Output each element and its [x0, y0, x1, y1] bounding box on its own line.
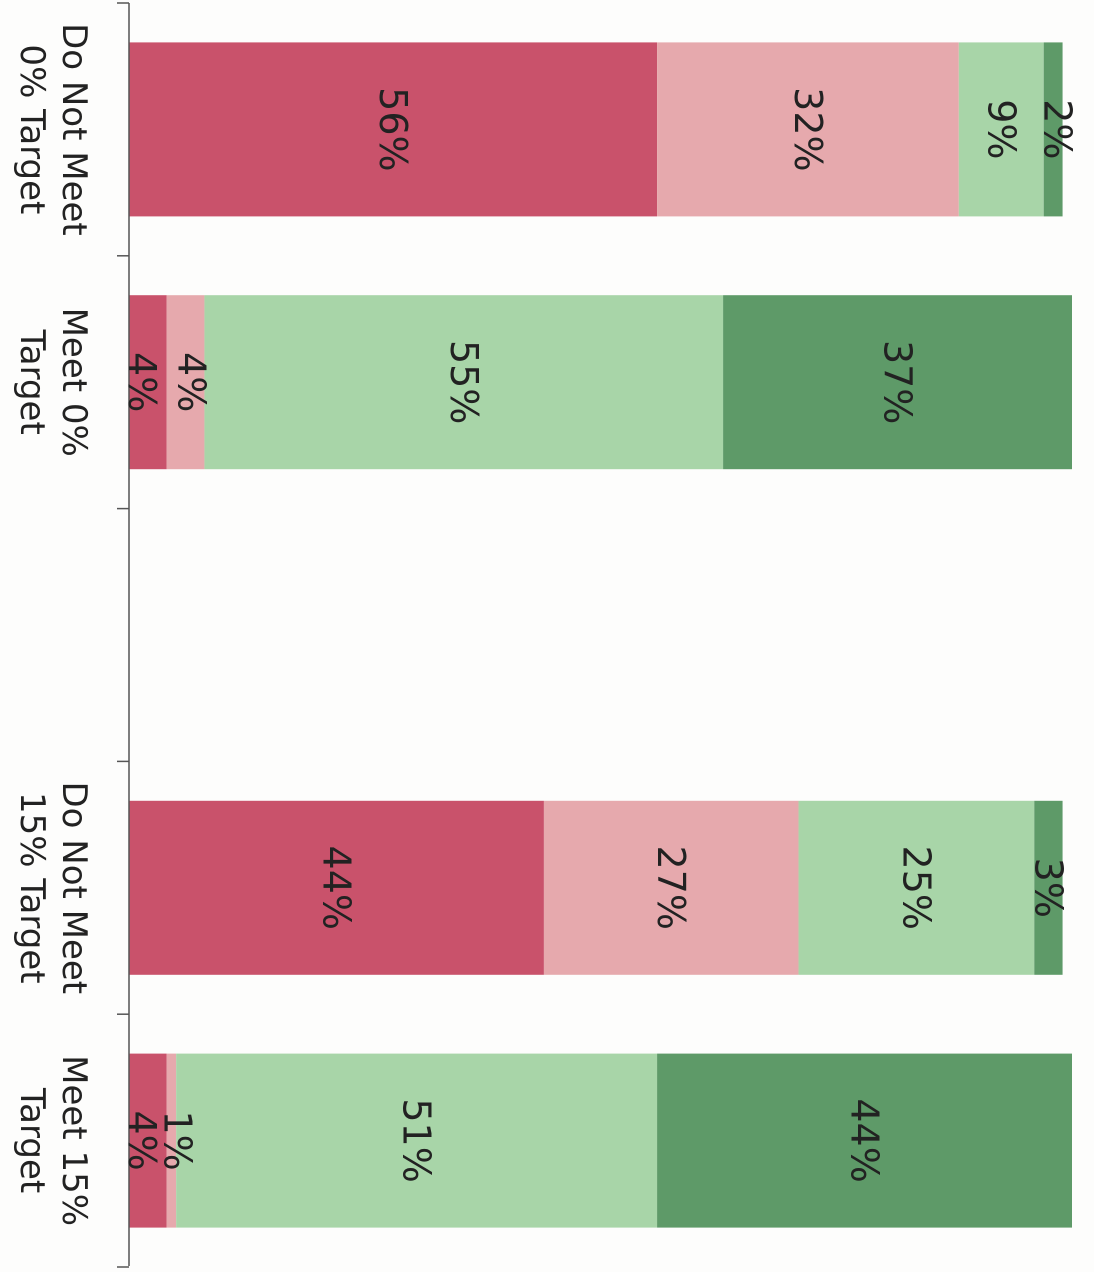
bar-segment — [657, 42, 959, 217]
bar-segment — [1034, 800, 1063, 975]
data-label: 3% — [1026, 858, 1070, 918]
data-label: 44% — [314, 846, 358, 930]
bar-segment — [1043, 42, 1063, 217]
data-label: 56% — [371, 87, 415, 171]
bar-segment — [129, 42, 658, 217]
data-label: 37% — [876, 340, 920, 424]
bar-segment — [176, 1053, 658, 1228]
category-label-line: 0% Target — [12, 44, 52, 214]
data-label: 55% — [442, 340, 486, 424]
category-label-line: Meet 15% — [54, 1055, 94, 1226]
bar-segment — [129, 800, 544, 975]
data-label: 44% — [843, 1098, 887, 1182]
data-label: 4% — [170, 352, 214, 412]
bar-segment — [958, 42, 1044, 217]
category-label: Meet 15%Target — [12, 1055, 94, 1226]
bar-segment — [129, 1053, 167, 1228]
data-label: 32% — [786, 87, 830, 171]
category-label-line: Do Not Meet — [54, 23, 94, 236]
category-label-line: Do Not Meet — [54, 781, 94, 994]
data-label: 9% — [979, 99, 1023, 159]
bar-segment — [166, 295, 205, 470]
bar-segment — [129, 295, 167, 470]
bar-segment — [204, 295, 724, 470]
category-label-line: Meet 0% — [54, 308, 94, 457]
data-label: 4% — [120, 1110, 164, 1170]
data-label: 2% — [1036, 99, 1080, 159]
data-label: 4% — [120, 352, 164, 412]
bar-segment — [166, 1053, 177, 1228]
data-label: 1% — [155, 1110, 199, 1170]
bar-segment — [798, 800, 1035, 975]
bar-segment — [543, 800, 799, 975]
data-label: 27% — [649, 846, 693, 930]
bar-segment — [723, 295, 1072, 470]
bar-segment — [657, 1053, 1072, 1228]
category-label: Meet 0%Target — [12, 308, 94, 457]
data-label: 25% — [894, 846, 938, 930]
category-label-line: Target — [12, 1087, 52, 1193]
category-label-line: Target — [12, 329, 52, 435]
data-label: 51% — [395, 1098, 439, 1182]
category-label-line: 15% Target — [12, 792, 52, 984]
